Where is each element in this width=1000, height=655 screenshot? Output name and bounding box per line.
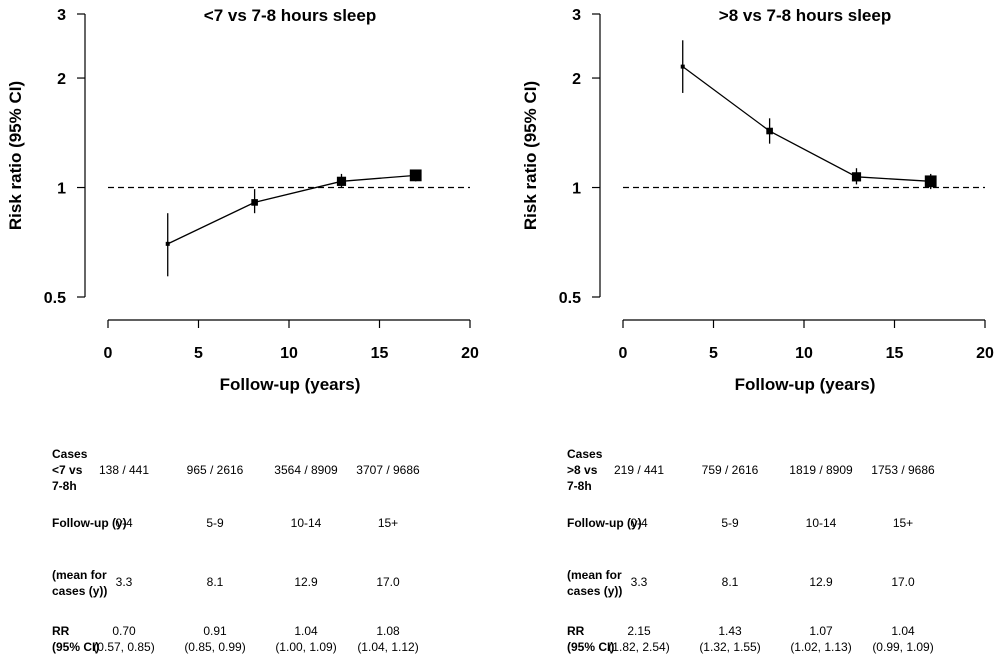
table-cell: 1.07	[809, 624, 833, 638]
table-row-label: 7-8h	[52, 479, 77, 493]
table-row-label: cases (y))	[567, 584, 623, 598]
table-row-label: Follow-up (y)	[567, 516, 642, 530]
data-point	[924, 175, 937, 188]
table-cell-ci: (1.00, 1.09)	[275, 640, 337, 654]
table-cell: 12.9	[809, 575, 833, 589]
x-axis-label: Follow-up (years)	[735, 375, 876, 394]
table-cell: 219 / 441	[613, 463, 665, 477]
table-cell: 965 / 2616	[186, 463, 244, 477]
series-line	[167, 174, 416, 245]
table-cell-ci: (0.85, 0.99)	[184, 640, 246, 654]
table-cell: 0.91	[203, 624, 227, 638]
table-cell-ci: (0.99, 1.09)	[872, 640, 934, 654]
table-cell: 17.0	[891, 575, 915, 589]
table-cell: 10-14	[805, 516, 837, 530]
y-axis-label: Risk ratio (95% CI)	[521, 81, 540, 230]
summary-table: Cases <7 vs 7-8h 138 / 441 965 / 2616 3564 / …	[0, 0, 485, 655]
chart-panel-short-sleep: <7 vs 7-8 hours sleep 0.5 1 2 3 Risk ratio (9…	[0, 0, 485, 655]
table-cell: 1819 / 8909	[789, 463, 853, 477]
table-row-label: (mean for	[52, 568, 107, 582]
table-cell: 0-4	[115, 516, 133, 530]
summary-table: Cases >8 vs 7-8h 219 / 441 759 / 2616 1819 / …	[515, 0, 1000, 655]
table-cell: 8.1	[721, 575, 739, 589]
table-cell: 15+	[377, 516, 399, 530]
data-point	[409, 169, 422, 182]
table-row-label: (95% CI)	[567, 640, 615, 654]
data-point	[680, 64, 685, 69]
table-cell: 1.43	[718, 624, 742, 638]
series-line	[682, 66, 931, 182]
table-cell: 759 / 2616	[701, 463, 759, 477]
table-row-label: Follow-up (y)	[52, 516, 127, 530]
table-cell: 10-14	[290, 516, 322, 530]
data-point	[165, 241, 170, 246]
table-row-label: (95% CI)	[52, 640, 100, 654]
chart-title: <7 vs 7-8 hours sleep	[204, 6, 376, 25]
table-row-label: RR	[567, 624, 585, 638]
data-point	[851, 172, 862, 182]
table-cell: 1753 / 9686	[871, 463, 935, 477]
table-cell: 5-9	[721, 516, 739, 530]
x-tick-label: 0	[619, 345, 628, 362]
table-row-label: <7 vs	[52, 463, 83, 477]
y-tick-label: 0.5	[559, 290, 581, 307]
data-point	[336, 176, 347, 186]
table-cell: 17.0	[376, 575, 400, 589]
chart-svg: >8 vs 7-8 hours sleep 0.5 1 2 3 Risk ratio (9…	[521, 6, 994, 394]
chart-panel-long-sleep: >8 vs 7-8 hours sleep 0.5 1 2 3 Risk ratio (9…	[515, 0, 1000, 655]
x-axis-label: Follow-up (years)	[220, 375, 361, 394]
y-tick-label: 0.5	[44, 290, 66, 307]
table-cell: 3.3	[630, 575, 648, 589]
table-cell: 1.08	[376, 624, 400, 638]
y-tick-label: 2	[572, 71, 581, 88]
x-tick-label: 10	[280, 345, 298, 362]
table-cell-ci: (0.57, 0.85)	[93, 640, 155, 654]
chart-svg: <7 vs 7-8 hours sleep 0.5 1 2 3 Risk ratio (9…	[6, 6, 479, 394]
table-cell: 3.3	[115, 575, 133, 589]
table-cell: 8.1	[206, 575, 224, 589]
x-tick-label: 10	[795, 345, 813, 362]
table-cell: 3707 / 9686	[356, 463, 420, 477]
y-axis-label: Risk ratio (95% CI)	[6, 81, 25, 230]
table-cell: 0-4	[630, 516, 648, 530]
table-row-label: 7-8h	[567, 479, 592, 493]
table-cell: 5-9	[206, 516, 224, 530]
x-tick-label: 5	[194, 345, 203, 362]
table-cell-ci: (1.04, 1.12)	[357, 640, 419, 654]
chart-title: >8 vs 7-8 hours sleep	[719, 6, 891, 25]
table-cell: 0.70	[112, 624, 136, 638]
table-cell: 2.15	[627, 624, 651, 638]
x-tick-label: 20	[461, 345, 479, 362]
table-cell: 138 / 441	[98, 463, 150, 477]
x-tick-label: 20	[976, 345, 994, 362]
data-point	[766, 127, 773, 135]
y-tick-label: 3	[572, 7, 581, 24]
x-tick-label: 5	[709, 345, 718, 362]
y-tick-label: 1	[572, 181, 581, 198]
table-cell: 12.9	[294, 575, 318, 589]
y-tick-label: 1	[57, 181, 66, 198]
table-cell: 15+	[892, 516, 914, 530]
data-point	[251, 199, 258, 206]
table-cell-ci: (1.32, 1.55)	[699, 640, 761, 654]
table-cell: 3564 / 8909	[274, 463, 338, 477]
table-row-label: cases (y))	[52, 584, 108, 598]
x-tick-label: 0	[104, 345, 113, 362]
y-tick-label: 2	[57, 71, 66, 88]
table-row-label: Cases	[52, 447, 88, 461]
table-row-label: (mean for	[567, 568, 622, 582]
table-cell-ci: (1.82, 2.54)	[608, 640, 670, 654]
table-cell: 1.04	[891, 624, 915, 638]
x-tick-label: 15	[886, 345, 904, 362]
table-row-label: RR	[52, 624, 70, 638]
table-row-label: >8 vs	[567, 463, 598, 477]
table-row-label: Cases	[567, 447, 603, 461]
y-tick-label: 3	[57, 7, 66, 24]
x-tick-label: 15	[371, 345, 389, 362]
table-cell: 1.04	[294, 624, 318, 638]
table-cell-ci: (1.02, 1.13)	[790, 640, 852, 654]
